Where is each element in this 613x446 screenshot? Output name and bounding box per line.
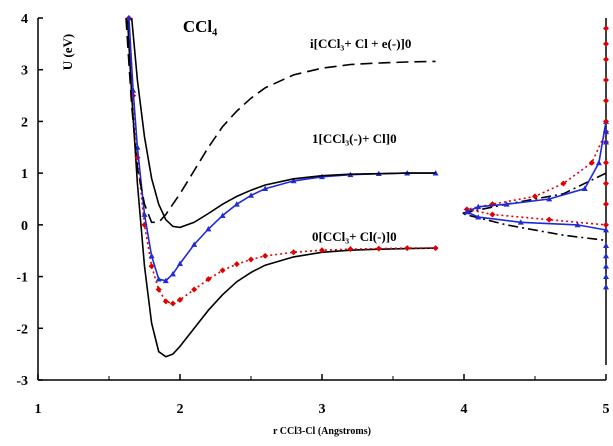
x-tick-label: 5 (603, 402, 610, 417)
marker (248, 256, 254, 263)
marker (603, 56, 609, 63)
marker (290, 249, 297, 256)
marker (517, 219, 524, 225)
curve-label: 0[CCl₃+ Cl(-)]0 (312, 229, 397, 244)
marker (205, 276, 212, 283)
marker (162, 277, 169, 284)
marker (603, 227, 609, 233)
marker (219, 267, 226, 274)
marker (603, 159, 609, 166)
marker (191, 241, 198, 247)
marker (177, 296, 183, 303)
marker (603, 283, 609, 290)
y-tick-label: 2 (21, 115, 28, 130)
marker (603, 77, 609, 84)
marker (603, 201, 609, 208)
marker (262, 185, 269, 192)
marker (191, 286, 198, 293)
marker (603, 128, 609, 135)
y-tick-label: 4 (21, 12, 28, 27)
marker (404, 245, 411, 252)
marker (177, 260, 183, 267)
x-tick-label: 1 (35, 402, 42, 417)
marker (546, 216, 553, 223)
x-tick-label: 4 (461, 402, 468, 417)
y-tick-label: 1 (21, 167, 28, 182)
marker (603, 25, 609, 32)
marker (595, 159, 602, 166)
marker (603, 252, 609, 259)
marker (560, 180, 567, 187)
marker (125, 15, 132, 21)
curve (466, 131, 607, 226)
curve-label: 1[CCl₃(-)+ Cl]0 (312, 131, 397, 146)
marker (603, 180, 609, 187)
curve (128, 17, 436, 305)
marker (205, 225, 212, 232)
marker (432, 245, 439, 252)
y-tick-label: 3 (21, 64, 28, 79)
curve-label: i[CCl₃+ Cl + e(-)]0 (310, 36, 411, 51)
curve (125, 17, 436, 224)
marker (155, 286, 162, 293)
marker (603, 40, 609, 47)
marker (581, 185, 588, 192)
marker (463, 208, 470, 215)
marker (489, 211, 496, 218)
marker (233, 201, 240, 207)
marker (603, 263, 609, 269)
marker (588, 159, 595, 166)
x-tick-label: 2 (177, 402, 184, 417)
marker (546, 196, 553, 202)
marker (169, 270, 176, 277)
marker (375, 245, 382, 252)
marker (475, 203, 482, 210)
marker (233, 261, 240, 268)
curve (130, 17, 436, 229)
y-tick-label: 0 (21, 219, 28, 234)
marker (574, 221, 581, 228)
marker (162, 298, 169, 305)
marker (155, 276, 162, 282)
marker (347, 246, 354, 253)
marker (503, 201, 510, 207)
marker (603, 97, 609, 104)
x-tick-label: 3 (319, 402, 326, 417)
curve (461, 172, 607, 242)
marker (130, 87, 137, 93)
marker (141, 211, 148, 217)
y-tick-label: -1 (16, 271, 28, 286)
marker (603, 221, 609, 228)
marker (475, 214, 482, 220)
y-axis-label: U (eV) (60, 34, 75, 70)
marker (290, 177, 297, 184)
marker (148, 263, 155, 270)
marker (169, 300, 176, 307)
marker (319, 247, 325, 254)
marker (248, 192, 254, 198)
marker (532, 193, 538, 200)
marker (262, 252, 269, 259)
y-tick-label: -2 (16, 322, 28, 337)
marker (219, 212, 226, 218)
marker (603, 139, 609, 145)
x-axis-label: r CCl3-Cl (Angstroms) (273, 426, 371, 437)
curve (126, 17, 436, 358)
marker (148, 252, 155, 259)
y-tick-label: -3 (16, 374, 28, 389)
marker (603, 118, 609, 125)
marker (603, 242, 609, 248)
marker (603, 273, 609, 279)
chart-title: CCl₄ (183, 17, 217, 36)
